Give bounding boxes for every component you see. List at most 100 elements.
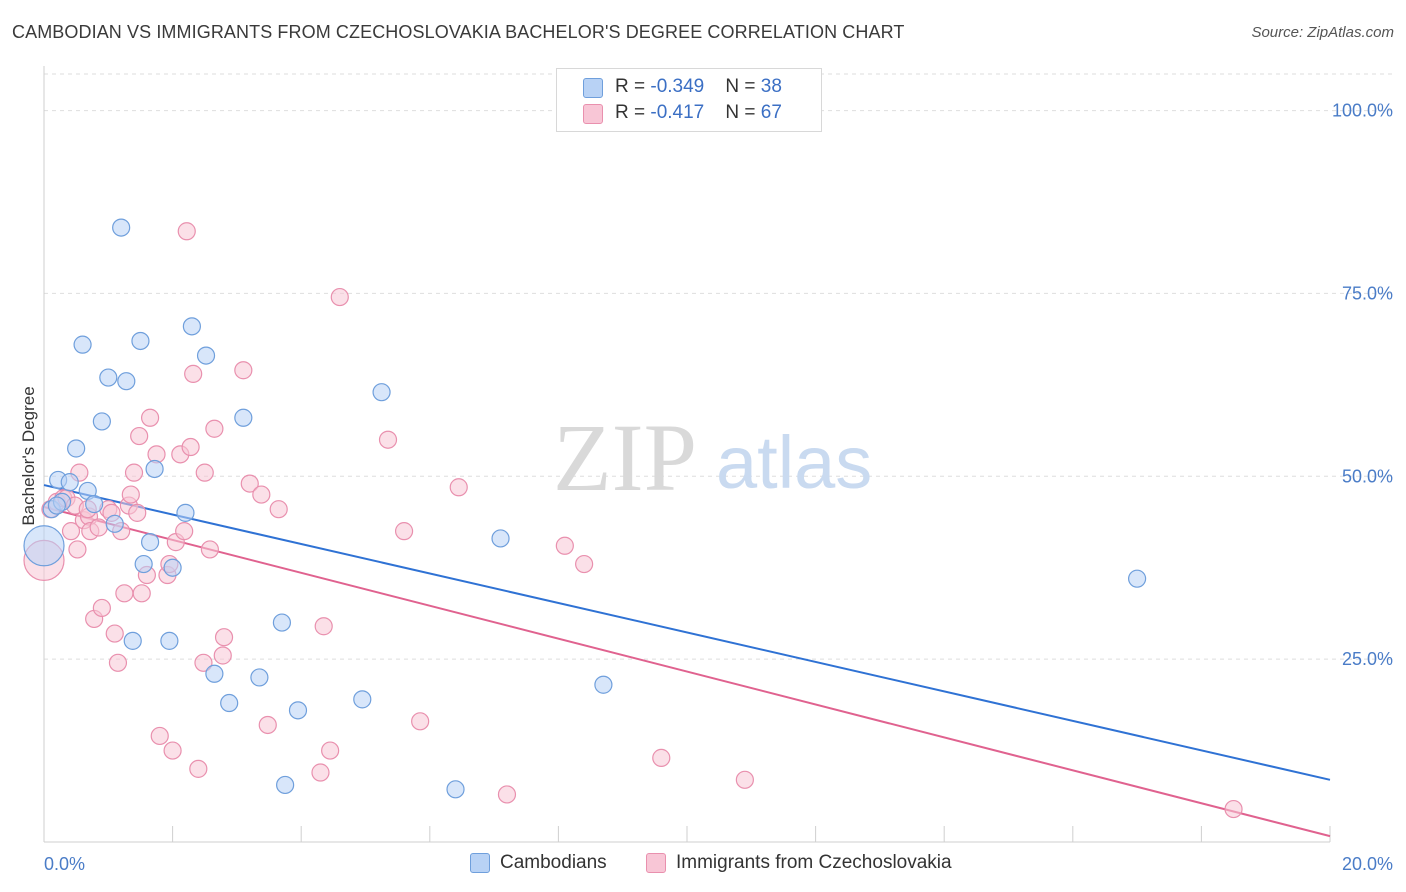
czechoslovakia-point [175, 522, 194, 541]
cambodian-point [196, 346, 216, 365]
czechoslovakia-point [314, 617, 333, 636]
cambodian-point [140, 533, 160, 552]
czechoslovakia-point [311, 763, 330, 782]
czechoslovakia-point [132, 584, 151, 603]
czechoslovakia-point [124, 463, 144, 482]
legend-swatch-blue [583, 78, 603, 98]
cambodian-point [372, 383, 391, 402]
trend-lines [43, 484, 1331, 838]
czechoslovakia-point [213, 646, 232, 665]
czechoslovakia-point [497, 785, 517, 804]
data-points [23, 218, 1243, 819]
cambodian-point [491, 529, 510, 548]
bottom-legend-label: Cambodians [500, 852, 607, 873]
czechoslovakia-point [252, 485, 271, 504]
x-tick-label-max: 20.0% [1342, 854, 1393, 874]
watermark-atlas: atlas [716, 421, 872, 504]
czechoslovakia-point [108, 653, 128, 672]
cambodian-point [176, 503, 195, 522]
cambodian-point [131, 331, 150, 351]
cambodian-point [112, 218, 131, 237]
czechoslovakia-point [181, 437, 200, 457]
source-label: Source: ZipAtlas.com [1251, 24, 1394, 41]
y-tick-label: 75.0% [1342, 283, 1393, 303]
cambodian-point [1127, 569, 1147, 588]
legend-n-value: 67 [760, 102, 782, 123]
czechoslovakia-point [150, 726, 169, 746]
cambodian-point [92, 412, 111, 431]
czechoslovakia-point [189, 759, 208, 778]
correlation-legend: R = -0.349 N = 38 R = -0.417 N = 67 [556, 68, 822, 132]
y-tick-label: 50.0% [1342, 466, 1393, 486]
czechoslovakia-point [735, 770, 754, 789]
cambodian-point [160, 631, 179, 650]
y-axis-title: Bachelor's Degree [19, 386, 38, 525]
czechoslovakia-point [1224, 799, 1243, 819]
cambodian-point [163, 558, 182, 577]
cambodian-point [85, 494, 104, 514]
bottom-legend-swatch-blue [470, 853, 490, 873]
czechoslovakia-trend-line [43, 506, 1331, 838]
cambodian-point [250, 668, 269, 687]
cambodian-point [446, 780, 465, 799]
cambodian-point [134, 554, 153, 574]
watermark-zip: ZIP [553, 404, 697, 511]
czechoslovakia-point [128, 503, 147, 522]
czechoslovakia-point [140, 408, 160, 427]
czechoslovakia-point [234, 361, 253, 380]
bottom-legend-label: Immigrants from Czechoslovakia [676, 852, 952, 873]
czechoslovakia-point [105, 624, 124, 643]
cambodian-point [276, 775, 295, 795]
cambodian-point [145, 459, 164, 479]
czechoslovakia-point [449, 478, 468, 497]
y-tick-labels: 25.0% 50.0% 75.0% 100.0% [1332, 101, 1393, 670]
cambodian-point [99, 368, 118, 387]
czechoslovakia-point [61, 522, 81, 541]
czechoslovakia-point [92, 598, 111, 618]
czechoslovakia-point [194, 653, 213, 672]
czechoslovakia-point [269, 500, 288, 519]
cambodian-point [353, 690, 372, 709]
czechoslovakia-point [214, 628, 234, 647]
cambodian-point [205, 664, 224, 683]
czechoslovakia-point [330, 287, 349, 307]
cambodian-point [234, 408, 253, 427]
legend-r-label: R = [615, 102, 651, 123]
czechoslovakia-point [184, 364, 203, 383]
czechoslovakia-point [68, 540, 87, 559]
y-tick-label: 100.0% [1332, 101, 1393, 121]
czechoslovakia-point [163, 741, 182, 760]
cambodian-point [47, 496, 66, 515]
cambodian-point [23, 525, 65, 567]
cambodian-point [105, 514, 124, 533]
czechoslovakia-point [195, 463, 214, 482]
czechoslovakia-point [177, 222, 196, 241]
czechoslovakia-point [258, 715, 277, 735]
chart-title: CAMBODIAN VS IMMIGRANTS FROM CZECHOSLOVA… [12, 22, 905, 42]
czechoslovakia-point [394, 522, 414, 541]
cambodian-point [123, 631, 142, 650]
cambodian-point [60, 473, 79, 492]
legend-n-label: N = [725, 76, 761, 97]
czechoslovakia-point [121, 485, 140, 504]
cambodian-trend-line [43, 484, 1331, 781]
cambodian-point [220, 693, 239, 713]
legend-r-value: -0.417 [650, 102, 705, 123]
czechoslovakia-point [89, 518, 108, 537]
legend-r-label: R = [615, 76, 651, 97]
cambodian-point [182, 317, 201, 336]
czechoslovakia-point [205, 419, 224, 438]
axes [43, 66, 1331, 843]
x-tick-label-min: 0.0% [44, 854, 85, 874]
czechoslovakia-point [240, 474, 259, 493]
cambodian-point [272, 613, 292, 632]
cambodian-point [117, 372, 136, 391]
cambodian-point [594, 675, 613, 694]
czechoslovakia-point [115, 584, 134, 603]
czechoslovakia-point [652, 748, 671, 767]
czechoslovakia-point [575, 554, 594, 574]
legend-n-label: N = [725, 102, 761, 123]
legend-n-value: 38 [760, 76, 782, 97]
y-tick-label: 25.0% [1342, 649, 1393, 669]
